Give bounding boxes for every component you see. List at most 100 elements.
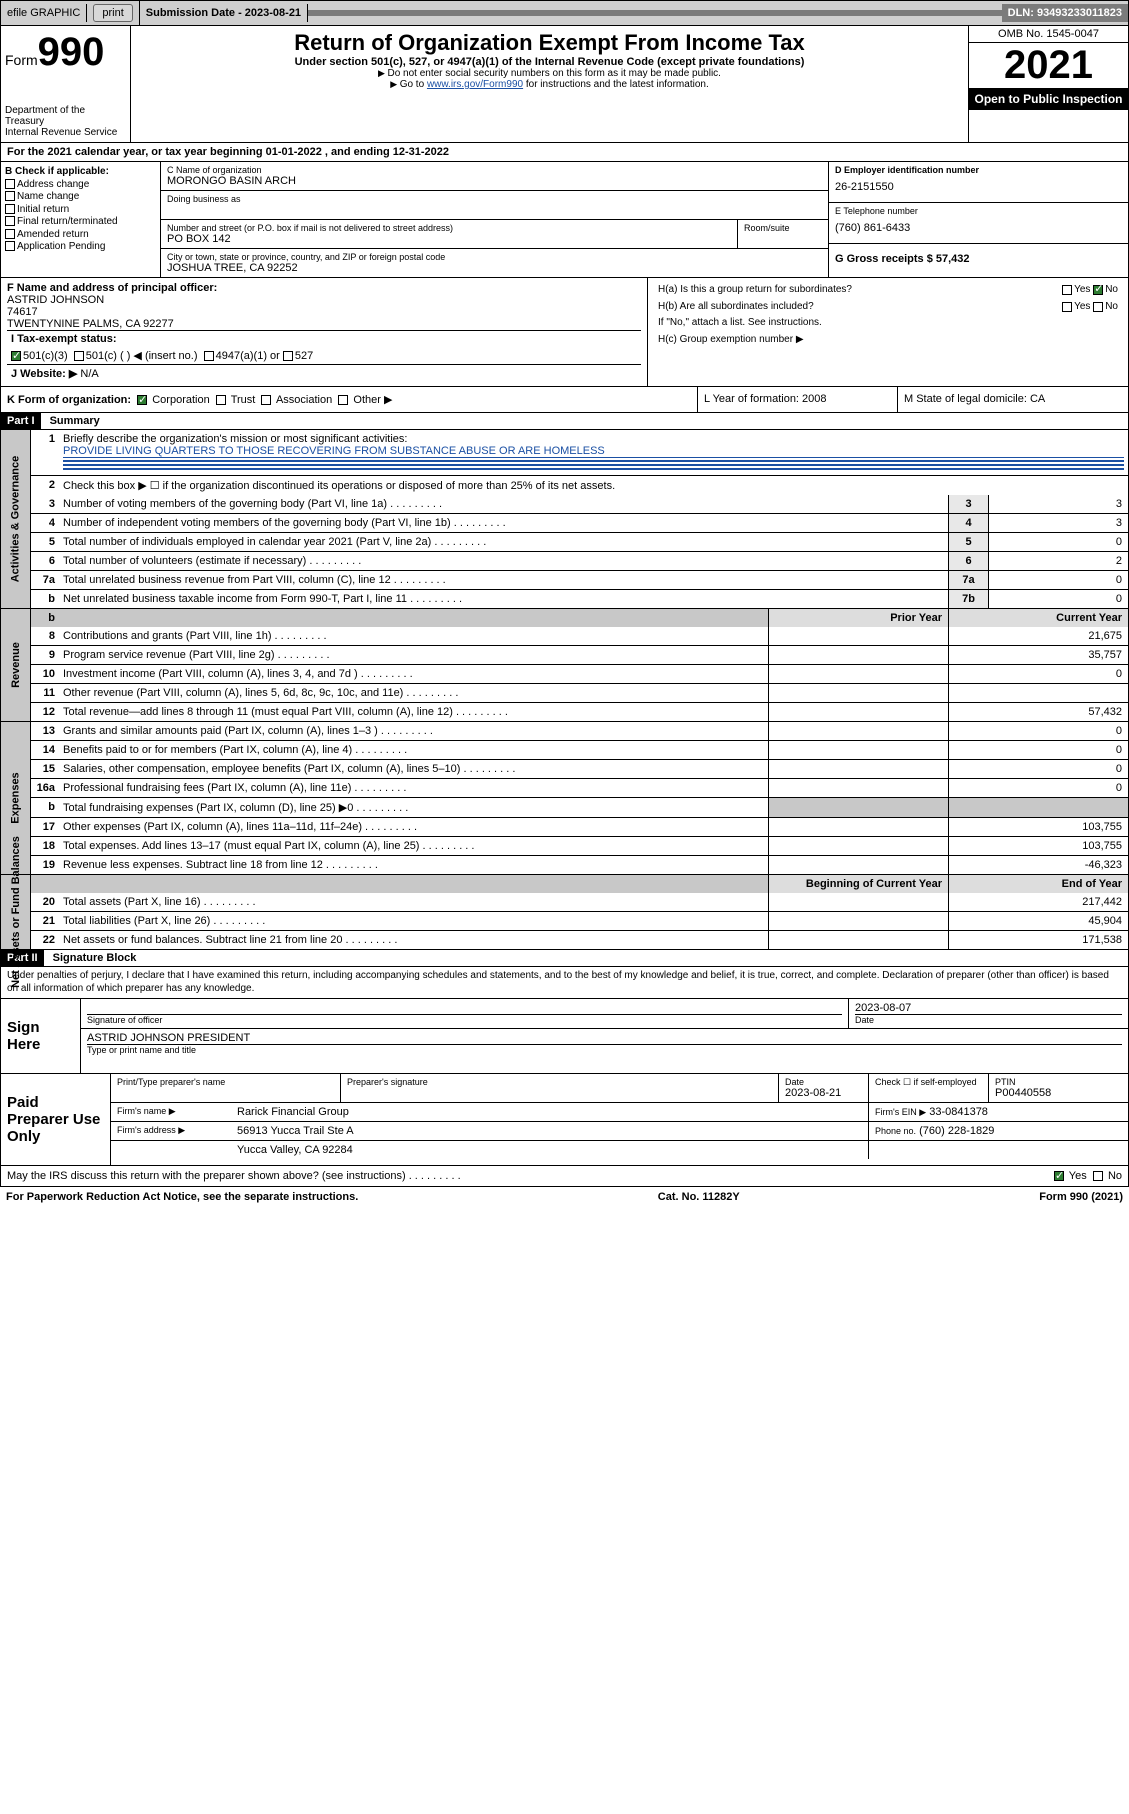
website: N/A xyxy=(80,368,98,380)
cb-501c[interactable] xyxy=(74,351,84,361)
hdr-prior: Prior Year xyxy=(768,609,948,627)
firm-name: Rarick Financial Group xyxy=(231,1103,868,1121)
e-label: E Telephone number xyxy=(835,206,1122,216)
telephone: (760) 861-6433 xyxy=(835,216,1122,240)
cb-final-return[interactable]: Final return/terminated xyxy=(5,216,156,229)
addr-label: Number and street (or P.O. box if mail i… xyxy=(167,223,731,233)
part1-exp: Expenses 13Grants and similar amounts pa… xyxy=(0,722,1129,875)
f-label: F Name and address of principal officer: xyxy=(7,282,641,294)
footer: For Paperwork Reduction Act Notice, see … xyxy=(0,1187,1129,1207)
k-label: K Form of organization: xyxy=(7,394,131,406)
l1-label: Briefly describe the organization's miss… xyxy=(63,433,1124,445)
line-17: 17Other expenses (Part IX, column (A), l… xyxy=(31,817,1128,836)
ha-label: H(a) Is this a group return for subordin… xyxy=(658,284,1062,297)
line-19: 19Revenue less expenses. Subtract line 1… xyxy=(31,855,1128,874)
hc-label: H(c) Group exemption number ▶ xyxy=(654,332,1122,349)
street-address: PO BOX 142 xyxy=(167,233,731,245)
paperwork-notice: For Paperwork Reduction Act Notice, see … xyxy=(6,1191,358,1203)
room-label: Room/suite xyxy=(744,223,822,233)
form-number: Form990 xyxy=(5,30,126,75)
line-15: 15Salaries, other compensation, employee… xyxy=(31,759,1128,778)
discuss-no[interactable] xyxy=(1093,1171,1103,1181)
discuss-label: May the IRS discuss this return with the… xyxy=(7,1170,1054,1182)
officer-addr2: TWENTYNINE PALMS, CA 92277 xyxy=(7,318,641,330)
goto-note: Go to www.irs.gov/Form990 for instructio… xyxy=(135,79,964,90)
i-label: I Tax-exempt status: xyxy=(11,333,117,345)
dln: DLN: 93493233011823 xyxy=(1002,4,1128,22)
ptin-val: P00440558 xyxy=(995,1087,1051,1099)
tax-year-line: For the 2021 calendar year, or tax year … xyxy=(0,143,1129,162)
discuss-row: May the IRS discuss this return with the… xyxy=(0,1166,1129,1187)
line-4: 4Number of independent voting members of… xyxy=(31,513,1128,532)
ssn-note: Do not enter social security numbers on … xyxy=(135,68,964,79)
hb-note: If "No," attach a list. See instructions… xyxy=(654,315,1122,332)
irs-label: Internal Revenue Service xyxy=(5,127,126,138)
ha-no[interactable] xyxy=(1093,285,1103,295)
top-bar: efile GRAPHIC print Submission Date - 20… xyxy=(0,0,1129,26)
print-button[interactable]: print xyxy=(93,4,132,22)
typed-label: Type or print name and title xyxy=(87,1045,1122,1055)
line-16a: 16aProfessional fundraising fees (Part I… xyxy=(31,778,1128,797)
line-18: 18Total expenses. Add lines 13–17 (must … xyxy=(31,836,1128,855)
form-ref: Form 990 (2021) xyxy=(1039,1191,1123,1203)
discuss-yes[interactable] xyxy=(1054,1171,1064,1181)
hb-label: H(b) Are all subordinates included? xyxy=(658,301,1062,314)
line-9: 9Program service revenue (Part VIII, lin… xyxy=(31,645,1128,664)
form-subtitle: Under section 501(c), 527, or 4947(a)(1)… xyxy=(135,56,964,68)
omb-number: OMB No. 1545-0047 xyxy=(969,26,1128,43)
l2-label: Check this box ▶ ☐ if the organization d… xyxy=(59,476,1128,495)
line-10: 10Investment income (Part VIII, column (… xyxy=(31,664,1128,683)
submission-date: Submission Date - 2023-08-21 xyxy=(140,4,308,22)
line-22: 22Net assets or fund balances. Subtract … xyxy=(31,930,1128,949)
self-emp: Check ☐ if self-employed xyxy=(868,1074,988,1102)
c-label: C Name of organization xyxy=(167,165,822,175)
paid-preparer-label: Paid Preparer Use Only xyxy=(1,1074,111,1165)
part1-na: Net Assets or Fund Balances Beginning of… xyxy=(0,875,1129,950)
cb-corp[interactable] xyxy=(137,395,147,405)
sig-date: 2023-08-07 xyxy=(855,1002,1122,1015)
hdr-beg: Beginning of Current Year xyxy=(768,875,948,893)
cb-4947[interactable] xyxy=(204,351,214,361)
part1-title: Summary xyxy=(44,413,106,429)
ha-yes[interactable] xyxy=(1062,285,1072,295)
line-11: 11Other revenue (Part VIII, column (A), … xyxy=(31,683,1128,702)
perjury-decl: Under penalties of perjury, I declare th… xyxy=(0,967,1129,999)
cb-trust[interactable] xyxy=(216,395,226,405)
line-8: 8Contributions and grants (Part VIII, li… xyxy=(31,627,1128,645)
hdr-curr: Current Year xyxy=(948,609,1128,627)
city-state-zip: JOSHUA TREE, CA 92252 xyxy=(167,262,822,274)
psig-label: Preparer's signature xyxy=(347,1077,772,1087)
cb-other[interactable] xyxy=(338,395,348,405)
hb-no[interactable] xyxy=(1093,302,1103,312)
cb-initial-return[interactable]: Initial return xyxy=(5,204,156,217)
cb-name-change[interactable]: Name change xyxy=(5,191,156,204)
line-b: bTotal fundraising expenses (Part IX, co… xyxy=(31,797,1128,817)
cb-amended-return[interactable]: Amended return xyxy=(5,229,156,242)
efile-label: efile GRAPHIC xyxy=(1,4,87,22)
cb-527[interactable] xyxy=(283,351,293,361)
line-13: 13Grants and similar amounts paid (Part … xyxy=(31,722,1128,740)
firm-addr1: 56913 Yucca Trail Ste A xyxy=(231,1122,868,1140)
form-title: Return of Organization Exempt From Incom… xyxy=(135,30,964,56)
line-7a: 7aTotal unrelated business revenue from … xyxy=(31,570,1128,589)
pdate-label: Date xyxy=(785,1077,862,1087)
ptin-label: PTIN xyxy=(995,1077,1122,1087)
cb-app-pending[interactable]: Application Pending xyxy=(5,241,156,254)
pdate-val: 2023-08-21 xyxy=(785,1087,841,1099)
cb-assoc[interactable] xyxy=(261,395,271,405)
part2-title: Signature Block xyxy=(47,950,143,966)
irs-link[interactable]: www.irs.gov/Form990 xyxy=(427,79,523,90)
cb-address-change[interactable]: Address change xyxy=(5,179,156,192)
line-b: bNet unrelated business taxable income f… xyxy=(31,589,1128,608)
hb-yes[interactable] xyxy=(1062,302,1072,312)
officer-row: F Name and address of principal officer:… xyxy=(0,278,1129,387)
officer-typed: ASTRID JOHNSON PRESIDENT xyxy=(87,1032,1122,1045)
sigoff-label: Signature of officer xyxy=(87,1015,842,1025)
ein: 26-2151550 xyxy=(835,175,1122,199)
cb-501c3[interactable] xyxy=(11,351,21,361)
line-14: 14Benefits paid to or for members (Part … xyxy=(31,740,1128,759)
officer-name: ASTRID JOHNSON xyxy=(7,294,641,306)
officer-addr1: 74617 xyxy=(7,306,641,318)
form-org-row: K Form of organization: Corporation Trus… xyxy=(0,387,1129,413)
mission: PROVIDE LIVING QUARTERS TO THOSE RECOVER… xyxy=(63,445,1124,458)
